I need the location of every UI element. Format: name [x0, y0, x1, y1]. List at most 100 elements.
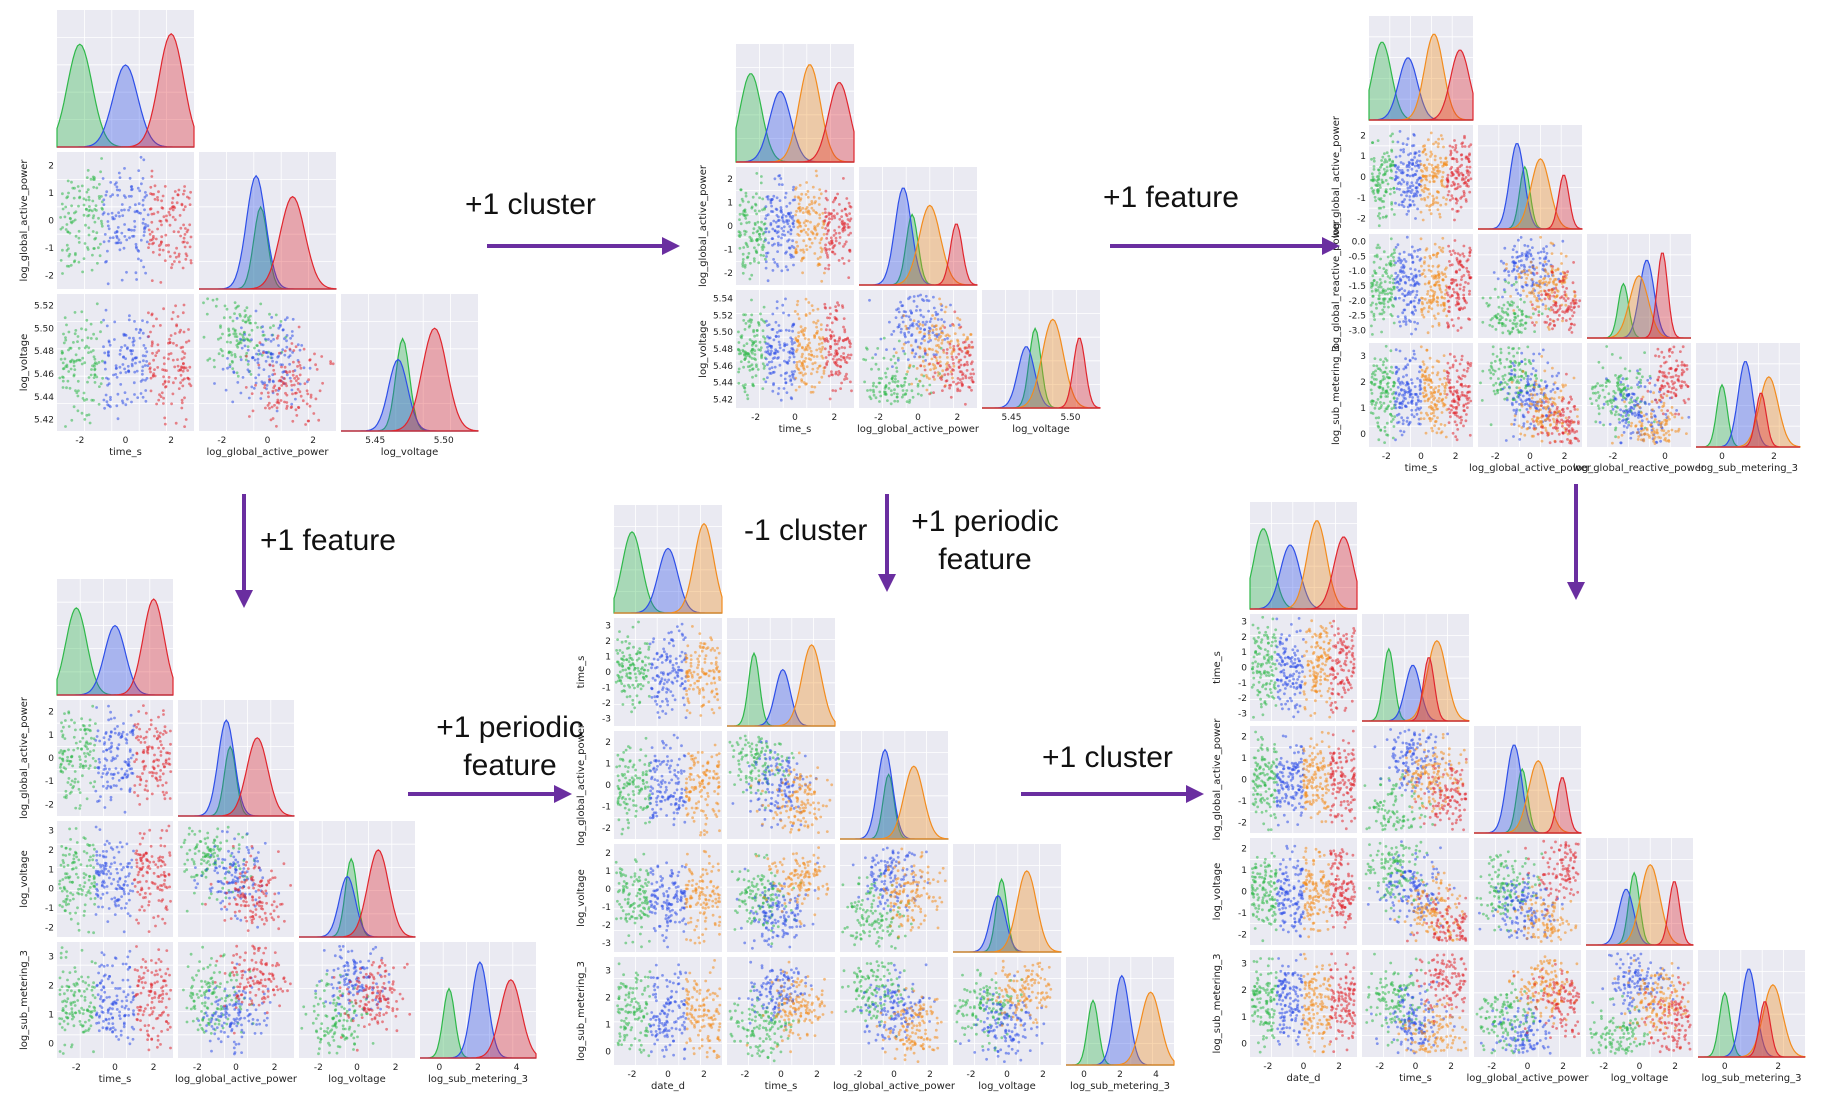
scatter-point-blue — [765, 342, 768, 345]
scatter-point-green — [745, 230, 748, 233]
scatter-point-blue — [1512, 248, 1515, 251]
scatter-point-green — [1381, 163, 1384, 166]
scatter-point-red — [1449, 367, 1452, 370]
scatter-point-green — [1370, 158, 1373, 161]
scatter-point-red — [1563, 311, 1566, 314]
scatter-point-orange — [1557, 268, 1560, 271]
scatter-point-blue — [1526, 408, 1529, 411]
scatter-point-orange — [814, 211, 817, 214]
scatter-point-blue — [1523, 266, 1526, 269]
scatter-point-red — [179, 214, 182, 217]
scatter-point-green — [61, 351, 64, 354]
scatter-point-blue — [1402, 142, 1405, 145]
scatter-point-red — [839, 387, 842, 390]
scatter-point-red — [1470, 177, 1473, 180]
scatter-point-red — [300, 395, 303, 398]
scatter-point-green — [78, 347, 81, 350]
scatter-point-red — [826, 324, 829, 327]
scatter-point-red — [188, 340, 191, 343]
scatter-point-green — [1389, 260, 1392, 263]
scatter-point-orange — [806, 365, 809, 368]
scatter-point-blue — [1402, 422, 1405, 425]
scatter-point-green — [740, 188, 743, 191]
scatter-point-blue — [925, 321, 928, 324]
y-axis-label: log_global_active_power — [19, 159, 30, 282]
scatter-point-orange — [1441, 411, 1444, 414]
scatter-point-red — [1536, 272, 1539, 275]
scatter-point-blue — [1529, 423, 1532, 426]
scatter-point-blue — [1419, 392, 1422, 395]
scatter-point-red — [280, 376, 283, 379]
scatter-point-green — [890, 358, 893, 361]
scatter-point-green — [92, 217, 95, 220]
scatter-point-blue — [1519, 398, 1522, 401]
scatter-point-green — [1533, 330, 1536, 333]
scatter-point-red — [1462, 294, 1465, 297]
scatter-point-green — [922, 385, 925, 388]
scatter-point-red — [298, 326, 301, 329]
scatter-point-blue — [1511, 362, 1514, 365]
scatter-point-green — [228, 333, 231, 336]
scatter-point-green — [763, 378, 766, 381]
scatter-point-green — [246, 306, 249, 309]
scatter-point-green — [64, 216, 67, 219]
scatter-point-orange — [913, 319, 916, 322]
scatter-point-blue — [1407, 391, 1410, 394]
scatter-point-green — [94, 358, 97, 361]
scatter-point-red — [291, 342, 294, 345]
scatter-point-orange — [1438, 284, 1441, 287]
scatter-point-red — [278, 387, 281, 390]
scatter-point-green — [90, 323, 93, 326]
scatter-point-blue — [142, 177, 145, 180]
scatter-point-green — [897, 385, 900, 388]
scatter-point-blue — [772, 195, 775, 198]
scatter-point-green — [928, 384, 931, 387]
scatter-point-blue — [294, 398, 297, 401]
scatter-point-red — [299, 374, 302, 377]
y-tick-label: 0 — [727, 222, 733, 232]
scatter-point-green — [1377, 244, 1380, 247]
scatter-point-blue — [122, 355, 125, 358]
scatter-point-orange — [1420, 311, 1423, 314]
scatter-point-red — [160, 224, 163, 227]
scatter-point-blue — [1517, 292, 1520, 295]
scatter-point-blue — [788, 246, 791, 249]
scatter-point-green — [1506, 383, 1509, 386]
scatter-point-green — [749, 338, 752, 341]
scatter-point-blue — [1419, 423, 1422, 426]
scatter-point-blue — [1395, 348, 1398, 351]
scatter-point-red — [184, 258, 187, 261]
scatter-point-blue — [1395, 156, 1398, 159]
scatter-point-red — [185, 252, 188, 255]
scatter-point-orange — [1437, 208, 1440, 211]
scatter-point-green — [98, 183, 101, 186]
scatter-point-green — [1370, 325, 1373, 328]
scatter-point-green — [81, 185, 84, 188]
scatter-point-green — [240, 342, 243, 345]
scatter-point-blue — [142, 222, 145, 225]
scatter-point-green — [92, 214, 95, 217]
scatter-point-red — [307, 420, 310, 423]
scatter-point-orange — [1426, 247, 1429, 250]
scatter-point-blue — [1394, 261, 1397, 264]
scatter-point-red — [949, 343, 952, 346]
scatter-point-green — [66, 195, 69, 198]
scatter-point-red — [840, 215, 843, 218]
scatter-point-orange — [818, 197, 821, 200]
scatter-point-green — [917, 393, 920, 396]
scatter-point-green — [1375, 272, 1378, 275]
scatter-point-green — [1389, 400, 1392, 403]
scatter-point-green — [1493, 390, 1496, 393]
scatter-point-blue — [131, 359, 134, 362]
scatter-point-blue — [781, 183, 784, 186]
scatter-point-red — [1544, 290, 1547, 293]
scatter-point-red — [1456, 257, 1459, 260]
scatter-point-blue — [290, 403, 293, 406]
scatter-point-green — [1386, 166, 1389, 169]
scatter-point-green — [88, 205, 91, 208]
scatter-point-blue — [147, 224, 150, 227]
scatter-point-green — [1524, 358, 1527, 361]
scatter-point-blue — [130, 229, 133, 232]
scatter-point-blue — [768, 367, 771, 370]
scatter-point-red — [828, 248, 831, 251]
